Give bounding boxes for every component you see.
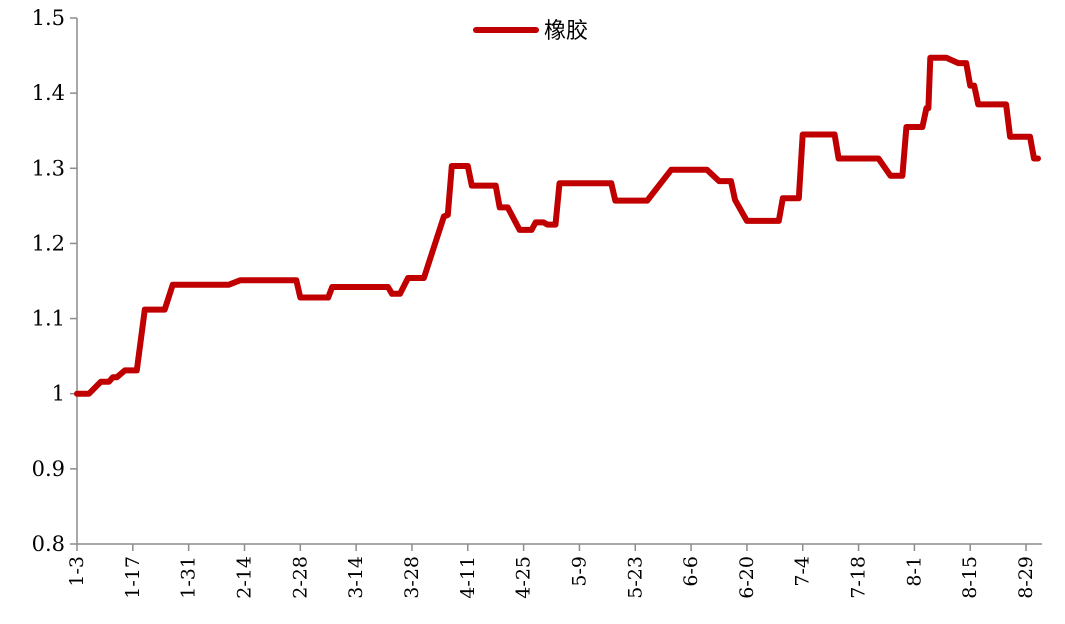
x-tick-label: 3-14: [345, 556, 367, 599]
y-tick-label: 1.3: [32, 156, 65, 180]
x-tick-label: 7-18: [848, 556, 870, 599]
y-tick-label: 1.5: [32, 6, 65, 30]
y-tick-label: 0.8: [32, 532, 65, 556]
x-tick-label: 1-31: [178, 556, 200, 599]
x-tick-label: 3-28: [401, 556, 423, 599]
legend: 橡胶: [473, 19, 588, 44]
series-line: [74, 54, 1041, 397]
x-tick-label: 1-17: [122, 556, 144, 599]
x-tick-label: 4-11: [457, 556, 479, 599]
y-tick-label: 0.9: [32, 457, 65, 481]
x-tick-label: 5-23: [624, 556, 646, 599]
x-tick-label: 2-28: [289, 556, 311, 599]
x-tick-label: 5-9: [568, 556, 590, 587]
series-layer: [74, 54, 1041, 397]
x-tick-label: 8-29: [1015, 556, 1037, 599]
y-tick-label: 1: [52, 382, 65, 406]
x-tick-label: 8-1: [903, 556, 925, 587]
y-tick-label: 1.2: [32, 231, 65, 255]
x-tick-label: 2-14: [233, 556, 255, 599]
x-tick-label: 7-4: [792, 556, 814, 587]
legend-label: 橡胶: [544, 19, 588, 44]
x-tick-label: 6-6: [680, 556, 702, 587]
x-axis: 1-3 1-17 1-31 2-14 2-28 3-14 3-28 4-11 4-25 5-9 5-…: [66, 543, 1042, 599]
y-axis: 0.8 0.9 1 1.1 1.2 1.3 1.4 1.5: [32, 6, 78, 556]
x-tick-label: 4-25: [513, 556, 535, 599]
x-tick-label: 6-20: [736, 556, 758, 599]
x-tick-label: 1-3: [66, 556, 88, 587]
x-tick-label: 8-15: [959, 556, 981, 599]
y-tick-label: 1.1: [32, 307, 65, 331]
y-tick-label: 1.4: [32, 81, 65, 105]
